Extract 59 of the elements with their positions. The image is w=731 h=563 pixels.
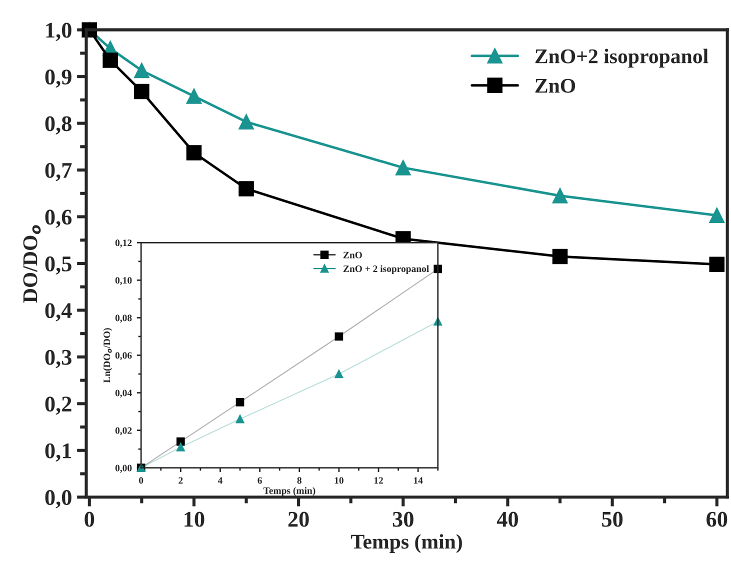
legend-label: ZnO	[535, 78, 576, 93]
point	[552, 188, 568, 204]
y-tick-label: 0,4	[45, 303, 72, 322]
y-tick-label: 0,10	[115, 277, 132, 286]
x-tick-label: 20	[288, 512, 309, 527]
point	[236, 398, 244, 406]
point	[186, 145, 202, 160]
point	[709, 208, 725, 223]
y-tick-label: 0,02	[115, 427, 132, 436]
point	[334, 370, 344, 378]
y-axis-title: DO/DO$_{o}$	[23, 225, 41, 303]
y-tick-label: 0,1	[45, 443, 72, 462]
x-tick-label: 60	[706, 512, 728, 527]
y-tick-label: 0,06	[115, 352, 132, 360]
y-tick-label: 1,0	[46, 22, 72, 41]
point	[238, 114, 254, 130]
y-tick-label: 0,00	[115, 464, 132, 473]
point	[176, 443, 185, 452]
x-axis-title: Temps (min)	[351, 534, 462, 553]
y-tick-label: 0,04	[115, 390, 132, 398]
y-tick-label: 0,2	[45, 396, 72, 415]
x-tick-label: 0	[139, 477, 144, 484]
y-tick-label: 0,0	[45, 490, 72, 508]
x-tick-label: 4	[218, 477, 222, 484]
point	[186, 88, 202, 104]
x-tick-label: 50	[602, 512, 623, 527]
point	[236, 414, 244, 424]
point	[102, 52, 118, 68]
x-tick-label: 40	[496, 512, 518, 527]
point	[134, 62, 150, 78]
x-tick-label: 10	[184, 512, 204, 527]
legend-label: ZnO	[343, 252, 362, 258]
x-tick-label: 2	[178, 477, 183, 484]
legend-label: ZnO + 2 isopropanol	[343, 265, 429, 274]
point	[709, 256, 725, 272]
y-tick-label: 0,8	[45, 116, 72, 134]
point	[134, 84, 150, 100]
y-tick-label: 0,9	[45, 70, 72, 88]
point	[552, 248, 568, 264]
point	[396, 160, 411, 176]
y-axis-title: Ln(DO$_{o}$/DO)	[103, 328, 112, 383]
x-tick-label: 14	[414, 477, 423, 484]
y-tick-label: 0,6	[45, 210, 72, 228]
x-tick-label: 8	[297, 477, 302, 484]
y-tick-label: 0,3	[45, 350, 72, 368]
x-tick-label: 6	[258, 477, 262, 484]
y-tick-label: 0,5	[45, 256, 72, 275]
legend-label: ZnO+2 isopropanol	[535, 48, 708, 68]
x-axis-title: Temps (min)	[263, 487, 316, 496]
y-tick-label: 0,12	[115, 240, 132, 248]
x-tick-label: 0	[84, 512, 94, 527]
point	[176, 437, 185, 446]
x-tick-label: 12	[374, 477, 383, 484]
y-tick-label: 0,08	[115, 314, 132, 323]
y-tick-label: 0,7	[45, 162, 72, 182]
point	[238, 181, 254, 196]
x-tick-label: 30	[392, 512, 414, 527]
point	[334, 332, 344, 341]
x-tick-label: 10	[334, 477, 344, 484]
